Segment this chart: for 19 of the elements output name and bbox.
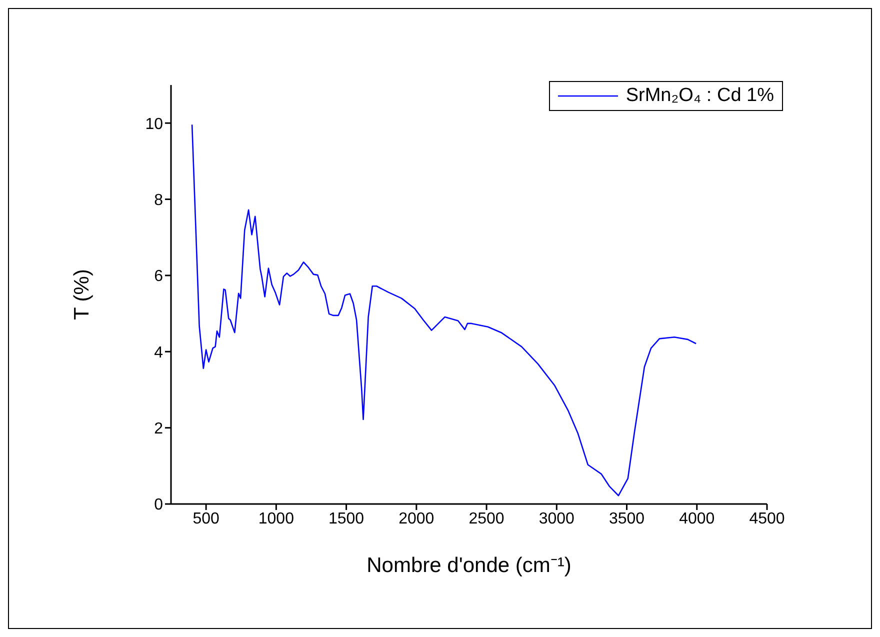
x-tick-label: 4000 xyxy=(679,510,715,528)
x-tick-label: 1500 xyxy=(328,510,364,528)
y-tick-label: 0 xyxy=(154,496,164,514)
y-tick-label: 8 xyxy=(154,192,164,209)
x-tick-label: 2000 xyxy=(398,510,434,528)
y-tick-label: 6 xyxy=(154,268,164,286)
x-axis-title: Nombre d'onde (cm⁻¹) xyxy=(366,554,572,577)
x-tick-label: 3500 xyxy=(608,510,645,528)
x-tick-label: 1000 xyxy=(258,510,294,528)
line-series xyxy=(191,124,697,496)
y-tick-label: 4 xyxy=(154,344,164,362)
y-axis-title: T (%) xyxy=(70,269,94,320)
y-tick-label: 2 xyxy=(154,420,164,438)
x-tick-label: 3000 xyxy=(538,510,575,528)
x-tick-label: 2500 xyxy=(468,510,504,528)
x-tick-label: 500 xyxy=(192,510,220,528)
legend-label: SrMn₂O₄ : Cd 1% xyxy=(626,85,774,107)
x-tick-label: 4500 xyxy=(749,510,785,528)
y-tick-label: 10 xyxy=(145,116,164,133)
